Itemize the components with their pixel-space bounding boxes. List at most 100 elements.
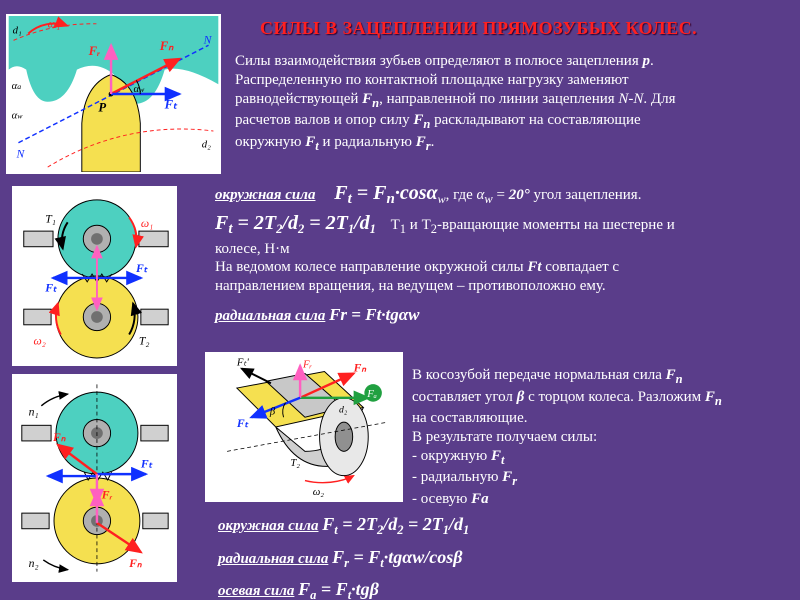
b-ax-mid: = F [316,579,347,599]
intro-NN: N-N [618,91,643,107]
b-ax-lbl: осевая сила [218,583,294,599]
hel-l3: на составляющие. [412,410,527,426]
b-rad-F: F [332,547,344,567]
svg-text:Fᵣ: Fᵣ [101,488,113,501]
figure-two-gears-torque: Fₜ Fₜ ω₁ ω₂ T₁ T₂ [12,186,177,366]
hel-Ft-s: t [501,453,504,467]
circ-label: окружная сила [215,187,315,203]
b-rad-mid: = F [349,547,380,567]
ft2-line: Ft = 2T2/d2 = 2T1/d1 T1 и T2-вращающие м… [215,210,790,259]
hel-Fn2: F [705,389,715,405]
svg-text:Fₙ: Fₙ [353,362,368,375]
radial-line: радиальная сила Fr = Ft·tgαw [215,304,420,327]
b-circ-lbl: окружная сила [218,518,318,534]
intro-l5a: окружную [235,134,305,150]
driven-paragraph: На ведомом колесе направление окружной с… [215,258,785,296]
circ-w: w [438,192,446,206]
svg-text:ω₁: ω₁ [141,217,153,230]
circ-force-line: окружная сила Ft = Fn·cosαw, где αw = 20… [215,180,790,210]
hel-l1a: В косозубой передаче нормальная сила [412,367,666,383]
b-circ-e: = 2T [404,514,443,534]
b-circ-d: /d [383,514,397,534]
circ-aw-w: w [484,192,492,206]
hel-l2b: с торцом колеса. Разложим [524,389,705,405]
circ-eq20: = [493,187,509,203]
intro-l3a: равнодействующей [235,91,362,107]
svg-text:Fₐ: Fₐ [366,388,377,400]
ft2-tail3: -вращающие моменты на шестерне и [437,217,675,233]
svg-text:Fₜ: Fₜ [44,282,57,295]
circ-after: , где [446,187,477,203]
svg-text:Fₜ: Fₜ [135,262,148,275]
ft2-tail2: и T [406,217,431,233]
b-rad-tg: ·tgαw/cosβ [384,547,463,567]
hel-Fn-s: n [676,372,683,386]
intro-l2: Распределенную по контактной площадке на… [235,72,629,88]
ft2-F: F [215,212,228,234]
svg-text:T₁: T₁ [45,212,56,225]
svg-text:n₁: n₁ [29,406,39,419]
svg-text:N: N [15,147,25,160]
circ-20: 20° [509,187,530,203]
circ-cos: ·cosα [395,182,438,204]
driven-l1b: совпадает с [542,259,620,275]
hel-Fn2-s: n [715,394,722,408]
bottom-radial: радиальная сила Fr = Ft·tgαw/cosβ [218,546,462,571]
intro-Ft: F [305,134,315,150]
hel-Fr-s: r [512,474,517,488]
svg-text:Fₜ': Fₜ' [236,357,250,369]
intro-l4b: раскладывают на составляющие [430,112,640,128]
svg-text:αa: αa [12,80,22,92]
intro-Fn: F [362,91,372,107]
b-circ-d1s: 1 [463,523,469,537]
bottom-circ: окружная сила Ft = 2T2/d2 = 2T1/d1 [218,513,469,538]
svg-text:αw: αw [133,83,145,95]
hel-Ft: F [491,448,501,464]
intro-l5b: и радиальную [319,134,416,150]
svg-text:Fᵣ: Fᵣ [302,359,313,371]
hel-Fr: F [502,469,512,485]
svg-text:Fᵣ: Fᵣ [88,44,100,58]
hel-l2a: составляет угол [412,389,517,405]
hel-l4: В результате получаем силы: [412,429,597,445]
svg-text:ω₂: ω₂ [313,486,325,498]
ft2-eq: = 2T [233,212,277,234]
helical-paragraph: В косозубой передаче нормальная сила Fn … [412,366,792,509]
figure-gear-mesh: N N P [6,14,221,174]
svg-text:d₁: d₁ [13,25,22,37]
svg-text:Fₙ: Fₙ [128,557,143,570]
svg-text:β: β [269,405,276,417]
svg-text:Fₜ: Fₜ [140,457,153,470]
intro-p: p [642,53,650,69]
circ-F: F [334,182,347,204]
hel-Fa: Fa [471,491,489,507]
b-rad-lbl: радиальная сила [218,551,328,567]
intro-l3b: , направленной по линии зацепления [379,91,618,107]
intro-l4a: расчетов валов и опор силу [235,112,413,128]
ft2-d1s: 1 [370,222,376,236]
b-circ-m: = 2T [338,514,377,534]
circ-tail: угол зацепления. [530,187,642,203]
hel-l7: - осевую [412,491,471,507]
ft2-tail-T: T [387,217,400,233]
figure-two-gears-forces: Fₜ Fₙ Fᵣ Fₙ n₁ n₂ [12,374,177,582]
svg-text:d₂: d₂ [339,404,348,415]
ft2-l2: колесе, Н·м [215,241,290,257]
svg-text:T₂: T₂ [290,457,300,469]
svg-text:Fₜ: Fₜ [236,417,249,430]
circ-mid: = F [352,182,387,204]
b-ax-F: F [298,579,310,599]
intro-Fn2: F [413,112,423,128]
intro-l3c: . Для [643,91,675,107]
svg-text:Fₜ: Fₜ [164,98,178,112]
svg-text:Fₙ: Fₙ [159,39,174,53]
ft2-d1: /d [354,212,370,234]
hel-l5: - окружную [412,448,491,464]
page-title: СИЛЫ В ЗАЦЕПЛЕНИИ ПРЯМОЗУБЫХ КОЛЕС. [260,18,697,39]
radial-label: радиальная сила [215,308,325,324]
svg-text:d₂: d₂ [202,139,211,151]
svg-text:Fₙ: Fₙ [52,431,67,444]
driven-Ft: Ft [527,259,541,275]
circ-n: n [387,191,395,207]
driven-l1: На ведомом колесе направление окружной с… [215,259,527,275]
